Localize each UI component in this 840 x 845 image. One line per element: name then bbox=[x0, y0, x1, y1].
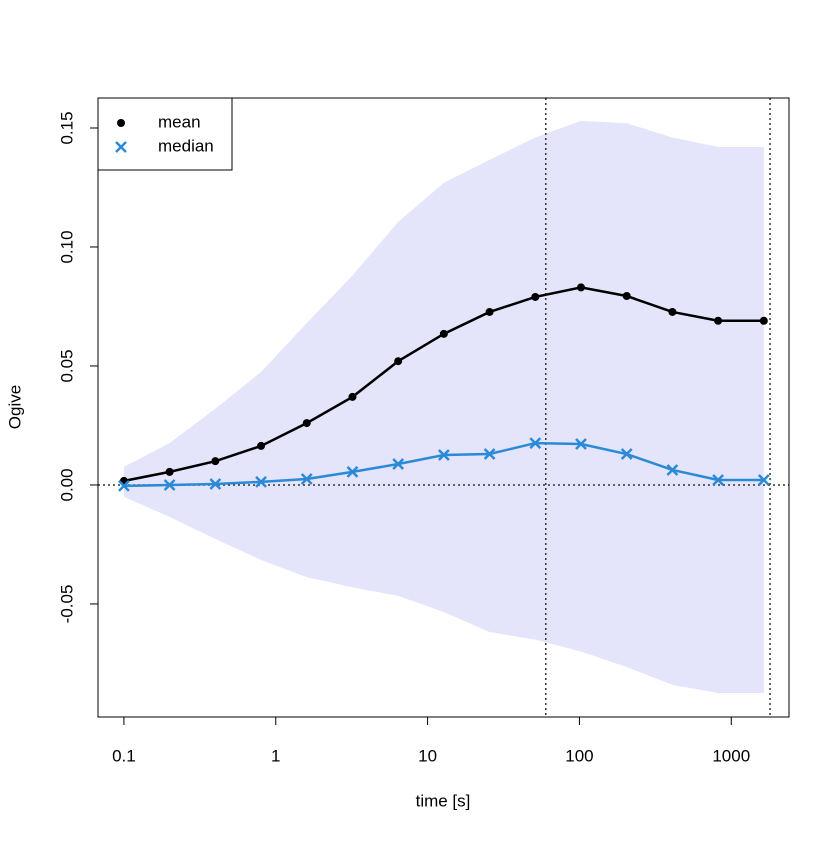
marker-stroke bbox=[757, 474, 770, 486]
point bbox=[255, 475, 267, 488]
point bbox=[165, 467, 174, 476]
marker-stroke bbox=[483, 448, 496, 460]
point bbox=[209, 478, 222, 490]
y-axis-label: Ogive bbox=[5, 385, 24, 429]
marker-stroke bbox=[666, 464, 679, 476]
x-tick-label: 1000 bbox=[712, 746, 750, 765]
y-tick-label: -0.05 bbox=[57, 585, 76, 624]
point bbox=[115, 141, 127, 153]
marker-stroke bbox=[115, 141, 127, 153]
point bbox=[439, 329, 448, 338]
y-tick-label: 0.05 bbox=[57, 349, 76, 382]
point bbox=[392, 458, 405, 470]
point bbox=[300, 473, 313, 485]
confidence-band bbox=[123, 120, 764, 693]
marker-stroke bbox=[392, 458, 405, 470]
marker-stroke bbox=[575, 438, 587, 450]
marker-stroke bbox=[346, 465, 359, 478]
point bbox=[211, 457, 220, 466]
marker-stroke bbox=[163, 479, 176, 491]
point bbox=[117, 119, 125, 127]
point bbox=[346, 465, 359, 478]
marker-stroke bbox=[620, 448, 633, 460]
y-tick-label: 0.00 bbox=[57, 468, 76, 501]
marker-stroke bbox=[255, 475, 267, 488]
point bbox=[531, 292, 540, 301]
point bbox=[575, 438, 587, 450]
x-tick-label: 100 bbox=[565, 746, 593, 765]
point bbox=[257, 441, 266, 450]
marker-stroke bbox=[712, 474, 725, 486]
marker-stroke bbox=[437, 449, 450, 461]
marker-stroke bbox=[209, 478, 222, 490]
point bbox=[485, 307, 494, 316]
point bbox=[759, 316, 768, 325]
x-tick-label: 1 bbox=[271, 746, 280, 765]
point bbox=[483, 448, 496, 460]
y-tick-label: 0.10 bbox=[57, 230, 76, 263]
marker-stroke bbox=[529, 437, 542, 449]
point bbox=[163, 479, 176, 491]
point bbox=[118, 480, 130, 492]
point bbox=[712, 474, 725, 486]
x-tick-label: 0.1 bbox=[112, 746, 136, 765]
point bbox=[622, 292, 631, 301]
legend-label: mean bbox=[158, 112, 201, 131]
point bbox=[666, 464, 679, 476]
point bbox=[348, 392, 357, 401]
point bbox=[437, 449, 450, 461]
point bbox=[757, 474, 770, 486]
point bbox=[668, 307, 677, 316]
point bbox=[529, 437, 542, 449]
point bbox=[576, 283, 585, 292]
x-tick-label: 10 bbox=[418, 746, 437, 765]
marker-stroke bbox=[300, 473, 313, 485]
marker-stroke bbox=[118, 480, 130, 492]
legend-label: median bbox=[158, 136, 214, 155]
point bbox=[394, 357, 403, 366]
y-tick-label: 0.15 bbox=[57, 111, 76, 144]
point bbox=[620, 448, 633, 460]
point bbox=[302, 419, 311, 428]
point bbox=[714, 316, 723, 325]
x-axis-label: time [s] bbox=[416, 791, 471, 810]
legend-box bbox=[97, 97, 233, 171]
